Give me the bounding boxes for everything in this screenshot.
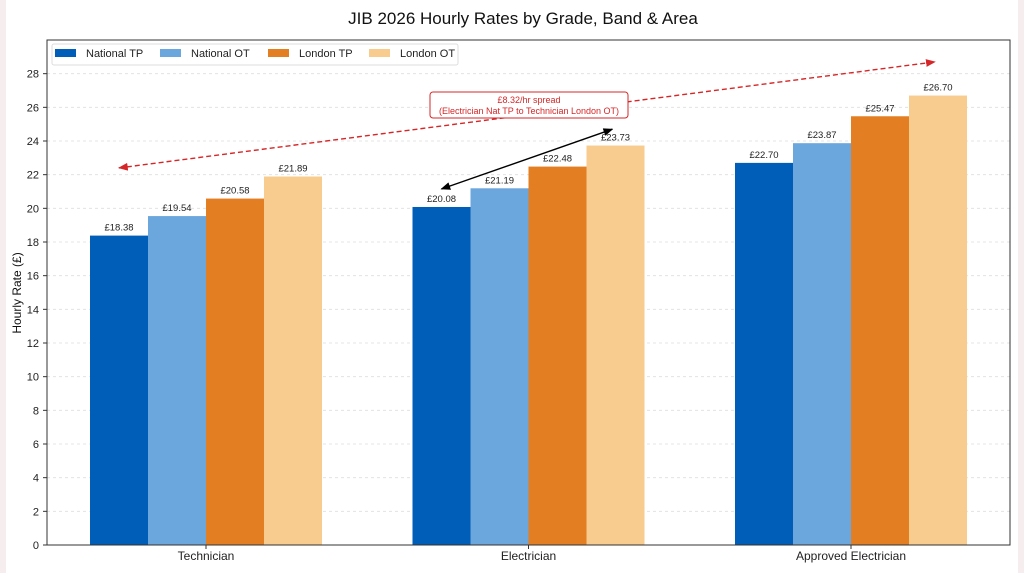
annotation-box	[429, 91, 629, 119]
bar-value-label: £21.89	[278, 164, 307, 175]
y-tick-label: 16	[27, 271, 39, 283]
legend-swatch	[369, 49, 390, 57]
bar	[851, 116, 909, 545]
y-tick-label: 6	[33, 439, 39, 451]
bar-value-label: £20.08	[427, 194, 456, 205]
bar-value-label: £23.87	[807, 130, 836, 141]
x-tick-label: Electrician	[501, 549, 556, 563]
bar-value-label: £23.73	[601, 133, 630, 144]
bar	[735, 162, 793, 545]
y-tick-label: 10	[27, 372, 39, 384]
bar	[412, 206, 471, 545]
legend-box	[51, 43, 459, 66]
y-tick-label: 24	[27, 136, 39, 148]
y-tick-label: 26	[27, 102, 39, 114]
legend-swatch	[55, 49, 76, 57]
bar-value-label: £22.48	[543, 154, 572, 165]
bar-value-label: £22.70	[749, 150, 778, 161]
x-axis: Technician Electrician Approved Electricia…	[178, 545, 906, 563]
bar	[264, 176, 322, 546]
legend: National TP National OT London TP London OT	[51, 43, 459, 66]
legend-label: National TP	[86, 48, 143, 60]
black-arrow	[440, 128, 614, 190]
legend-label: National OT	[191, 48, 250, 60]
bar	[909, 95, 967, 546]
y-tick-label: 12	[27, 338, 39, 350]
y-tick-label: 18	[27, 237, 39, 249]
bar	[528, 166, 587, 545]
y-tick-label: 2	[33, 506, 39, 518]
bar	[148, 216, 206, 545]
bar	[90, 235, 148, 545]
y-tick-label: 20	[27, 203, 39, 215]
annotation-line-1: £8.32/hr spread	[497, 95, 560, 105]
legend-swatch	[160, 49, 181, 57]
y-tick-label: 28	[27, 69, 39, 81]
y-tick-label: 22	[27, 170, 39, 182]
bar-value-label: £20.58	[220, 186, 249, 197]
bar-value-label: £21.19	[485, 175, 514, 186]
y-tick-label: 4	[33, 473, 39, 485]
y-tick-label: 8	[33, 405, 39, 417]
bar	[470, 188, 529, 545]
bar-value-label: £19.54	[162, 203, 191, 214]
bar	[793, 143, 851, 545]
bar-value-label: £26.70	[923, 83, 952, 94]
bar-value-label: £25.47	[865, 103, 894, 114]
y-axis-label: Hourly Rate (£)	[10, 252, 24, 333]
y-tick-label: 0	[33, 540, 39, 552]
legend-swatch	[268, 49, 289, 57]
annotation-line-2: (Electrician Nat TP to Technician London…	[439, 106, 619, 116]
bars	[90, 95, 967, 546]
legend-label: London OT	[400, 48, 455, 60]
bar	[206, 198, 264, 545]
spread-annotation: £8.32/hr spread (Electrician Nat TP to T…	[429, 91, 629, 119]
chart-title: JIB 2026 Hourly Rates by Grade, Band & A…	[348, 9, 698, 28]
x-tick-label: Approved Electrician	[796, 549, 906, 563]
legend-label: London TP	[299, 48, 353, 60]
x-tick-label: Technician	[178, 549, 235, 563]
bar-value-label: £18.38	[104, 223, 133, 234]
bar	[586, 145, 645, 546]
y-tick-label: 14	[27, 304, 39, 316]
